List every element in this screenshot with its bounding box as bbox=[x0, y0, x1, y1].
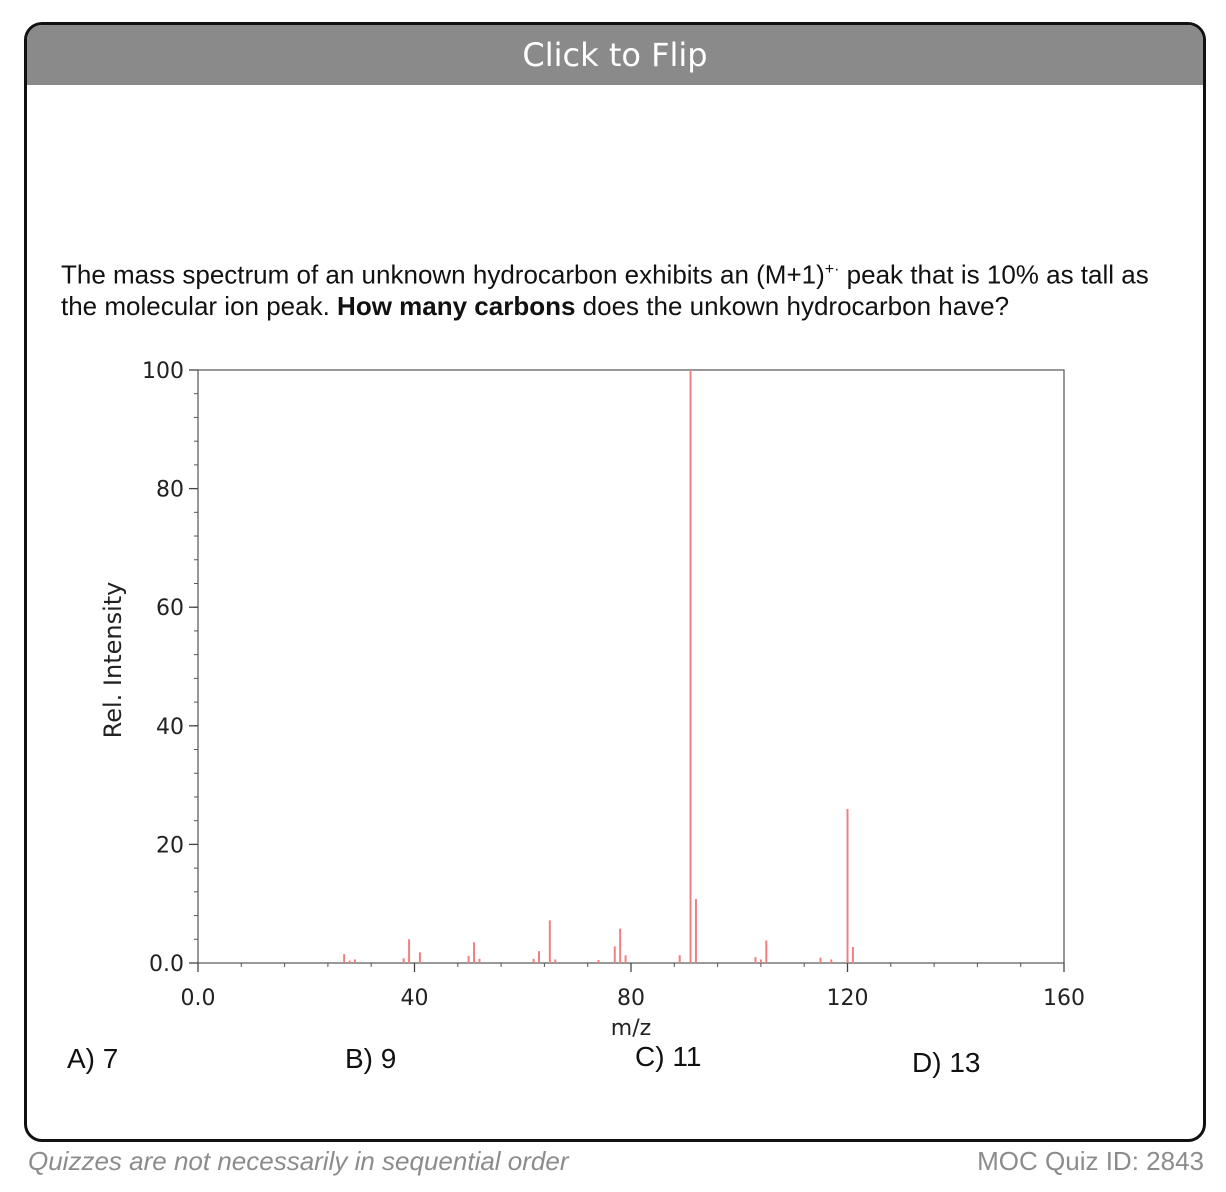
question-text: The mass spectrum of an unknown hydrocar… bbox=[61, 254, 1191, 322]
flip-label: Click to Flip bbox=[522, 36, 708, 74]
y-tick-label: 20 bbox=[156, 833, 184, 858]
question-superscript: +· bbox=[824, 261, 840, 278]
option-c-label: C) 11 bbox=[635, 1041, 702, 1072]
quiz-id: MOC Quiz ID: 2843 bbox=[977, 1146, 1204, 1176]
y-tick-label: 0.0 bbox=[149, 952, 184, 977]
x-tick-label: 40 bbox=[401, 986, 429, 1011]
question-part1: The mass spectrum of an unknown hydrocar… bbox=[61, 259, 825, 290]
flashcard[interactable]: Click to Flip The mass spectrum of an un… bbox=[24, 22, 1206, 1142]
y-axis-label: Rel. Intensity bbox=[99, 582, 127, 739]
option-a-label: A) 7 bbox=[67, 1043, 119, 1074]
x-tick-label: 120 bbox=[827, 986, 869, 1011]
option-a[interactable]: A) 7 bbox=[67, 1043, 118, 1075]
y-tick-label: 80 bbox=[156, 478, 184, 503]
option-d-label: D) 13 bbox=[912, 1047, 981, 1078]
option-b-label: B) 9 bbox=[345, 1043, 397, 1074]
x-tick-label: 80 bbox=[617, 986, 645, 1011]
question-bold: How many carbons bbox=[337, 290, 576, 321]
y-tick-label: 100 bbox=[142, 359, 184, 384]
option-d[interactable]: D) 13 bbox=[912, 1047, 980, 1079]
x-tick-label: 0.0 bbox=[181, 986, 216, 1011]
option-b[interactable]: B) 9 bbox=[345, 1043, 396, 1075]
mass-spectrum-chart: Rel. Intensity m/z 0.0 20 40 60 80 100 0.0 40 80… bbox=[99, 359, 1085, 1041]
y-tick-label: 40 bbox=[156, 715, 184, 740]
y-tick-label: 60 bbox=[156, 596, 184, 621]
option-c[interactable]: C) 11 bbox=[635, 1041, 701, 1073]
plot-frame bbox=[197, 369, 1065, 964]
x-tick-label: 160 bbox=[1043, 986, 1085, 1011]
question-part3: does the unkown hydrocarbon have? bbox=[575, 290, 1010, 321]
question-part2: peak that is 10% as tall as the molecula… bbox=[61, 259, 1149, 321]
flip-header[interactable]: Click to Flip bbox=[27, 25, 1203, 85]
sequence-note: Quizzes are not necessarily in sequentia… bbox=[28, 1146, 569, 1176]
x-axis-label: m/z bbox=[611, 1016, 651, 1041]
